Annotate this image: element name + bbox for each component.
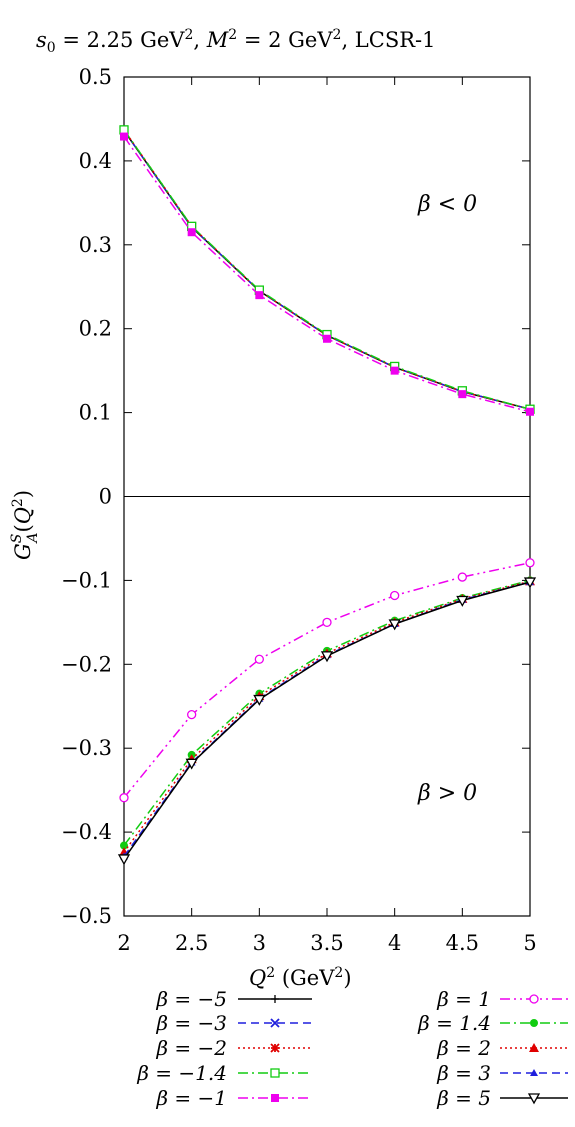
series-10 [117,577,537,866]
data-point [388,619,401,631]
data-point [187,709,197,720]
x-tick-label: 5 [523,931,536,955]
annotation-beta-positive: β > 0 [417,781,477,806]
data-point [456,595,469,607]
annotation-beta-negative: β < 0 [417,192,477,217]
series-5 [120,132,534,416]
data-point [253,694,266,706]
x-tick-label: 3 [253,931,266,955]
legend-label: β = −3 [155,1011,227,1035]
legend: β = −5β = −3β = −2β = −1.4β = −1β = 1β =… [136,987,568,1110]
legend-item: β = 1 [436,987,568,1011]
legend-label: β = 1 [436,987,491,1011]
series-line [123,129,531,410]
svg-text:GSA(Q2): GSA(Q2) [9,490,41,560]
y-tick-label: 0.3 [79,233,112,257]
series-line [123,136,531,413]
legend-item: β = 5 [436,1086,568,1110]
data-point [529,1043,539,1052]
data-point [270,1068,280,1078]
y-axis-label: GSA(Q2) [9,490,41,560]
data-point [523,577,537,589]
series-line [123,130,531,410]
y-tick-label: −0.3 [61,736,112,760]
data-point [526,407,534,416]
data-point [271,995,279,1003]
series-7 [120,576,534,850]
data-point [255,291,264,300]
data-point [390,366,399,375]
legend-label: β = −2 [155,1036,227,1060]
data-point [527,1093,541,1105]
x-tick-label: 4 [388,931,401,955]
legend-label: β = 1.4 [417,1011,491,1035]
y-tick-label: −0.4 [61,820,112,844]
x-tick-label: 2 [117,931,130,955]
x-tick-label: 2.5 [175,931,208,955]
y-axis-ticks: −0.5 −0.4 −0.3 −0.2 −0.1 0 0.1 0.2 0.3 0.4 0.5 [61,65,530,928]
data-point [457,572,467,582]
legend-item: β = 1.4 [417,1011,568,1035]
legend-item: β = 3 [436,1061,568,1085]
legend-item: β = −2 [155,1036,312,1060]
data-point [270,1043,280,1053]
y-tick-label: −0.5 [61,904,112,928]
series-6 [119,558,535,803]
data-point [119,793,129,803]
data-point [525,558,535,568]
series-line [123,129,531,410]
data-point [322,617,332,627]
data-point [458,390,467,399]
data-point [187,228,196,237]
data-point [530,1019,538,1027]
svg-text:s0 = 2.25 GeV2, M2 = 2 GeV2,: s0 = 2.25 GeV2, M2 = 2 GeV2, LCSR-1 [36,27,435,56]
data-point [529,994,539,1004]
legend-label: β = 5 [436,1086,491,1110]
y-tick-label: 0.4 [79,149,112,173]
y-tick-label: 0.2 [79,317,112,341]
data-point [117,854,131,866]
y-tick-label: 0.5 [79,65,112,89]
x-axis-label: Q2 (GeV2) [249,965,352,990]
legend-label: β = −1.4 [136,1061,227,1085]
y-tick-label: −0.1 [61,568,112,592]
series-2 [119,126,535,414]
data-point [185,758,198,770]
data-point [120,132,128,141]
legend-label: β = −1 [155,1086,227,1110]
x-axis-ticks: 2 2.5 3 3.5 4 4.5 5 [117,77,537,955]
legend-label: β = 2 [436,1036,491,1060]
data-point [323,334,331,343]
legend-item: β = −1 [155,1086,312,1110]
chart-title: s0 = 2.25 GeV2, M2 = 2 GeV2, LCSR-1 [36,27,435,56]
svg-text:Q2 (GeV2): Q2 (GeV2) [249,965,352,990]
legend-label: β = −5 [155,987,227,1011]
data-point [254,654,264,664]
legend-item: β = −1.4 [136,1061,312,1085]
series-1 [120,126,534,414]
legend-item: β = −5 [155,987,312,1011]
legend-item: β = −3 [155,1011,312,1035]
series-layer [117,125,537,866]
series-3 [119,125,535,414]
y-tick-label: −0.2 [61,652,112,676]
data-point [271,1094,279,1102]
x-tick-label: 4.5 [446,931,479,955]
data-point [120,841,128,850]
data-point [390,590,400,601]
data-point [270,1018,280,1028]
data-point [530,1069,538,1076]
y-tick-label: 0.1 [79,401,112,425]
y-tick-label: 0 [99,485,112,509]
data-point [320,651,334,663]
legend-item: β = 2 [436,1036,568,1060]
x-tick-label: 3.5 [310,931,343,955]
series-4 [119,125,535,414]
legend-label: β = 3 [436,1061,491,1085]
series-line [123,130,531,410]
